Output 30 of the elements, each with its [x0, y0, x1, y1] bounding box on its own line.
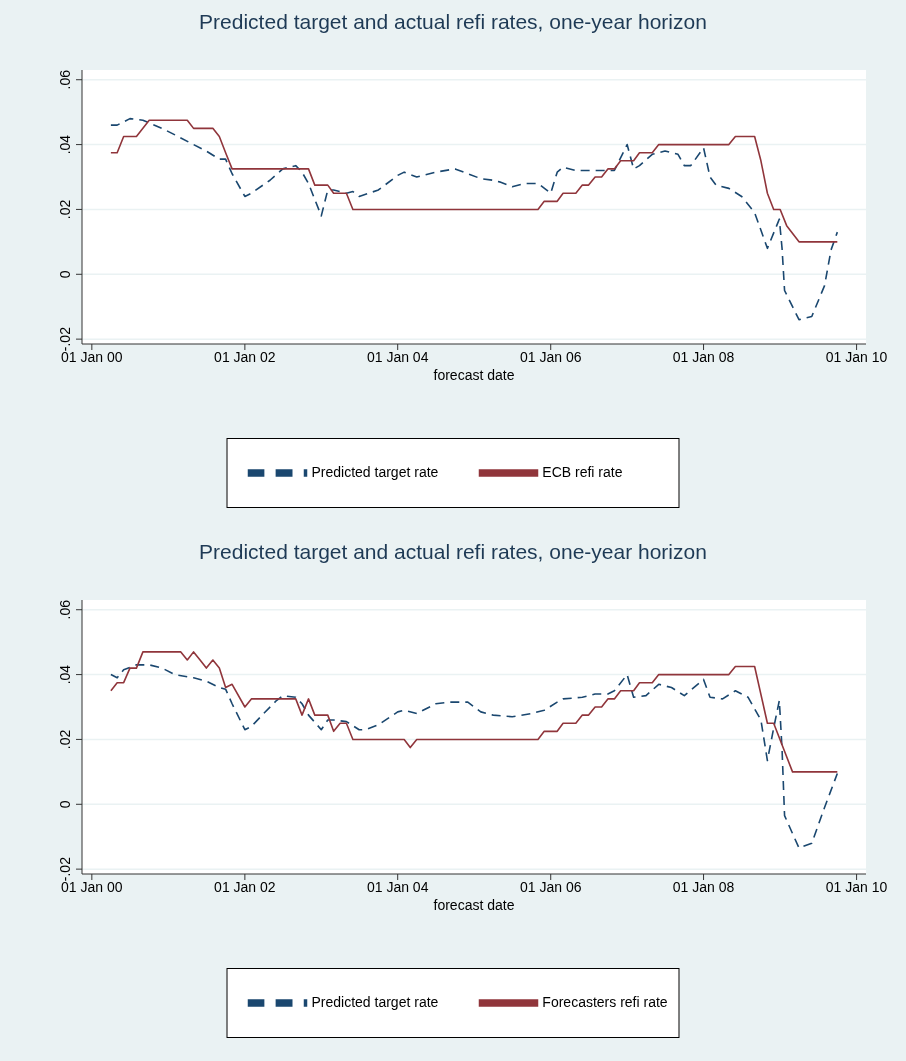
- y-tick-label: .02: [57, 199, 73, 220]
- x-tick-label: 01 Jan 10: [825, 348, 888, 365]
- x-tick-label: 01 Jan 04: [366, 878, 429, 895]
- line-series: [110, 651, 839, 773]
- y-tick-label: .02: [57, 729, 73, 750]
- line-series: [110, 117, 839, 321]
- legend-label: Predicted target rate: [311, 463, 439, 480]
- x-tick-label: 01 Jan 04: [366, 348, 429, 365]
- x-tick-label: 01 Jan 02: [214, 348, 276, 365]
- x-tick-label: 01 Jan 08: [672, 348, 735, 365]
- y-tick-label: .06: [57, 69, 73, 90]
- x-tick-label: 01 Jan 08: [672, 878, 735, 895]
- x-axis-title: forecast date: [433, 897, 515, 913]
- y-tick-label: 0: [57, 270, 73, 279]
- y-tick-label: 0: [57, 800, 73, 809]
- legend-label: ECB refi rate: [542, 463, 623, 480]
- y-tick-label: .06: [57, 599, 73, 620]
- x-tick-label: 01 Jan 06: [519, 878, 582, 895]
- legend-label: Forecasters refi rate: [542, 993, 668, 1010]
- chart-title: Predicted target and actual refi rates, one-year horizon: [198, 539, 708, 565]
- chart-title: Predicted target and actual refi rates, one-year horizon: [198, 9, 708, 35]
- x-tick-label: 01 Jan 02: [214, 878, 276, 895]
- y-tick-label: .04: [57, 664, 73, 685]
- legend-label: Predicted target rate: [311, 993, 439, 1010]
- line-series: [110, 664, 839, 849]
- x-tick-label: 01 Jan 10: [825, 878, 888, 895]
- y-tick-label: .04: [57, 134, 73, 155]
- line-series: [110, 119, 839, 243]
- x-tick-label: 01 Jan 06: [519, 348, 582, 365]
- x-axis-title: forecast date: [433, 367, 515, 383]
